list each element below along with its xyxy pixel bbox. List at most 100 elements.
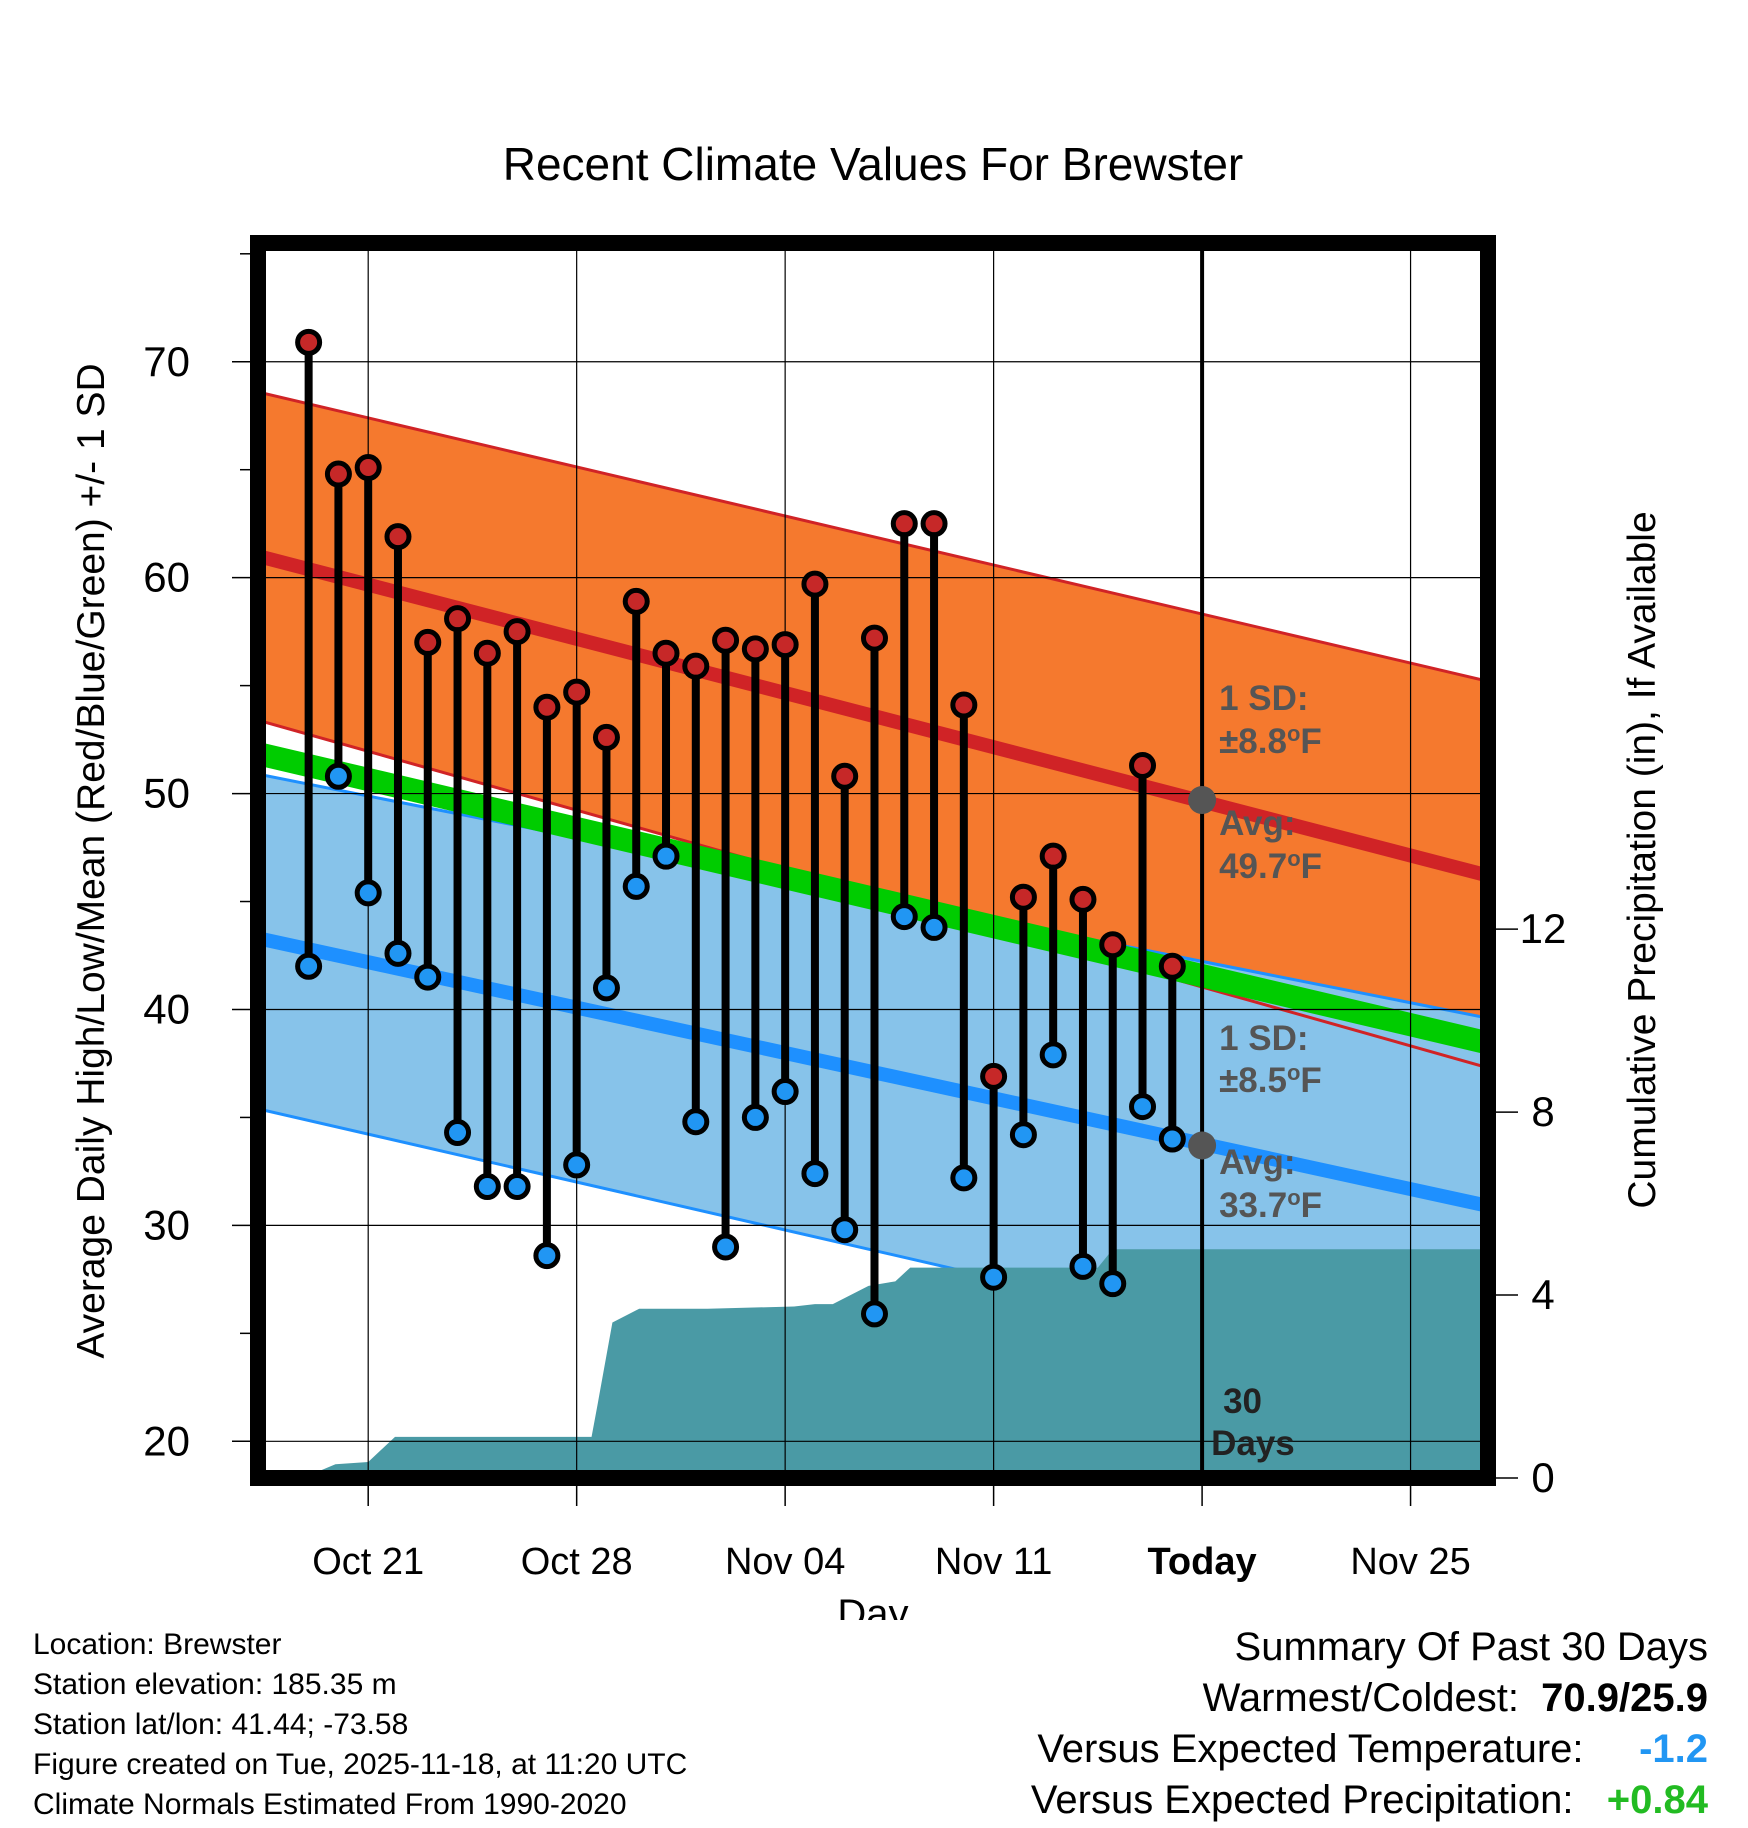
daily-high-point xyxy=(1158,952,1186,980)
y-tick-label: 60 xyxy=(143,554,190,601)
daily-low-point xyxy=(1069,1252,1097,1280)
window-days-unit: Days xyxy=(1211,1424,1295,1463)
daily-high-point xyxy=(533,693,561,721)
temp-deviation-row: Versus Expected Temperature: -1.2 xyxy=(1031,1724,1708,1775)
warm-cold-row: Warmest/Coldest: 70.9/25.9 xyxy=(1031,1673,1708,1724)
x-tick-label: Oct 21 xyxy=(312,1541,424,1583)
daily-low-point xyxy=(1129,1093,1157,1121)
daily-low-point xyxy=(384,939,412,967)
low-avg-label: Avg: xyxy=(1219,1143,1295,1182)
daily-low-point xyxy=(741,1103,769,1131)
daily-low-point xyxy=(652,842,680,870)
today-low-avg-marker xyxy=(1188,1131,1217,1160)
daily-high-point xyxy=(980,1062,1008,1090)
daily-low-point xyxy=(1039,1041,1067,1069)
warm-cold-value: 70.9/25.9 xyxy=(1541,1676,1708,1720)
daily-low-point xyxy=(563,1151,591,1179)
daily-low-point xyxy=(1158,1125,1186,1153)
daily-high-point xyxy=(503,618,531,646)
daily-low-point xyxy=(622,872,650,900)
x-axis-label: Day xyxy=(837,1592,908,1620)
daily-low-point xyxy=(712,1233,740,1261)
daily-low-point xyxy=(444,1119,472,1147)
daily-high-point xyxy=(1039,842,1067,870)
x-tick-label: Nov 04 xyxy=(725,1541,845,1583)
daily-high-point xyxy=(801,570,829,598)
precip-area xyxy=(258,1249,1488,1478)
plot-frame xyxy=(250,235,1496,1486)
daily-high-point xyxy=(682,652,710,680)
elevation-text: Station elevation: 185.35 m xyxy=(33,1668,397,1701)
daily-high-point xyxy=(712,626,740,654)
daily-low-point xyxy=(295,952,323,980)
daily-low-point xyxy=(860,1300,888,1328)
y2-axis-label: Cumulative Precipitation (in), If Availa… xyxy=(1621,511,1664,1208)
y2-tick-label: 0 xyxy=(1531,1454,1554,1501)
daily-high-point xyxy=(890,510,918,538)
y2-tick-label: 12 xyxy=(1520,905,1567,952)
daily-high-point xyxy=(444,605,472,633)
daily-high-point xyxy=(592,723,620,751)
y-tick-label: 40 xyxy=(143,985,190,1032)
summary-title: Summary Of Past 30 Days xyxy=(1234,1625,1708,1669)
low-sd-value: ±8.5oF xyxy=(1219,1060,1322,1101)
x-tick-label: Oct 28 xyxy=(521,1541,633,1583)
daily-low-point xyxy=(592,974,620,1002)
daily-high-point xyxy=(354,454,382,482)
daily-high-point xyxy=(384,523,412,551)
daily-high-point xyxy=(920,510,948,538)
temp-deviation-label: Versus Expected Temperature: xyxy=(1037,1727,1584,1771)
chart-title: Recent Climate Values For Brewster xyxy=(503,138,1244,190)
daily-high-point xyxy=(771,631,799,659)
daily-high-point xyxy=(295,328,323,356)
window-days-value: 30 xyxy=(1223,1382,1262,1421)
daily-high-point xyxy=(741,635,769,663)
x-tick-label: Nov 25 xyxy=(1350,1541,1470,1583)
high-sd-value: ±8.8oF xyxy=(1219,721,1322,762)
y-tick-label: 70 xyxy=(143,338,190,385)
precip-deviation-label: Versus Expected Precipitation: xyxy=(1030,1778,1574,1822)
daily-low-point xyxy=(473,1173,501,1201)
high-sd-label: 1 SD: xyxy=(1219,679,1308,718)
climate-chart: Recent Climate Values For Brewster 20 30 4… xyxy=(70,138,1664,1620)
daily-low-point xyxy=(831,1216,859,1244)
location-text: Location: Brewster xyxy=(33,1628,282,1661)
warm-cold-label: Warmest/Coldest: xyxy=(1202,1676,1519,1720)
latlon-text: Station lat/lon: 41.44; -73.58 xyxy=(33,1708,409,1741)
daily-high-point xyxy=(563,678,591,706)
high-avg-value: 49.7oF xyxy=(1219,846,1322,887)
daily-low-point xyxy=(771,1078,799,1106)
daily-high-point xyxy=(1009,883,1037,911)
daily-high-point xyxy=(1099,931,1127,959)
high-upper-line xyxy=(258,390,1488,683)
low-sd-label: 1 SD: xyxy=(1219,1019,1308,1058)
x-tick-label: Nov 11 xyxy=(935,1541,1053,1583)
precip-deviation-value: +0.84 xyxy=(1606,1778,1708,1822)
normals-text: Climate Normals Estimated From 1990-2020 xyxy=(33,1788,627,1821)
daily-low-point xyxy=(414,963,442,991)
daily-low-point xyxy=(890,903,918,931)
temp-deviation-value: -1.2 xyxy=(1639,1727,1708,1771)
daily-low-point xyxy=(324,762,352,790)
y2-tick-label: 8 xyxy=(1531,1088,1554,1135)
summary-panel: Summary Of Past 30 Days Warmest/Coldest:… xyxy=(1031,1622,1708,1826)
daily-high-point xyxy=(860,624,888,652)
y-axis-label: Average Daily High/Low/Mean (Red/Blue/Gr… xyxy=(70,363,113,1358)
daily-low-point xyxy=(682,1108,710,1136)
daily-low-point xyxy=(1009,1121,1037,1149)
x-tick-label: Today xyxy=(1148,1541,1257,1583)
high-avg-label: Avg: xyxy=(1219,804,1295,843)
daily-low-point xyxy=(533,1242,561,1270)
daily-low-point xyxy=(1099,1270,1127,1298)
daily-high-point xyxy=(324,460,352,488)
low-avg-value: 33.7oF xyxy=(1219,1185,1322,1226)
daily-low-point xyxy=(950,1164,978,1192)
y2-tick-label: 4 xyxy=(1531,1271,1554,1318)
created-text: Figure created on Tue, 2025-11-18, at 11… xyxy=(33,1748,688,1781)
daily-low-point xyxy=(503,1173,531,1201)
daily-high-point xyxy=(831,762,859,790)
daily-low-point xyxy=(801,1160,829,1188)
daily-high-point xyxy=(414,628,442,656)
daily-low-point xyxy=(980,1263,1008,1291)
y-tick-label: 50 xyxy=(143,770,190,817)
